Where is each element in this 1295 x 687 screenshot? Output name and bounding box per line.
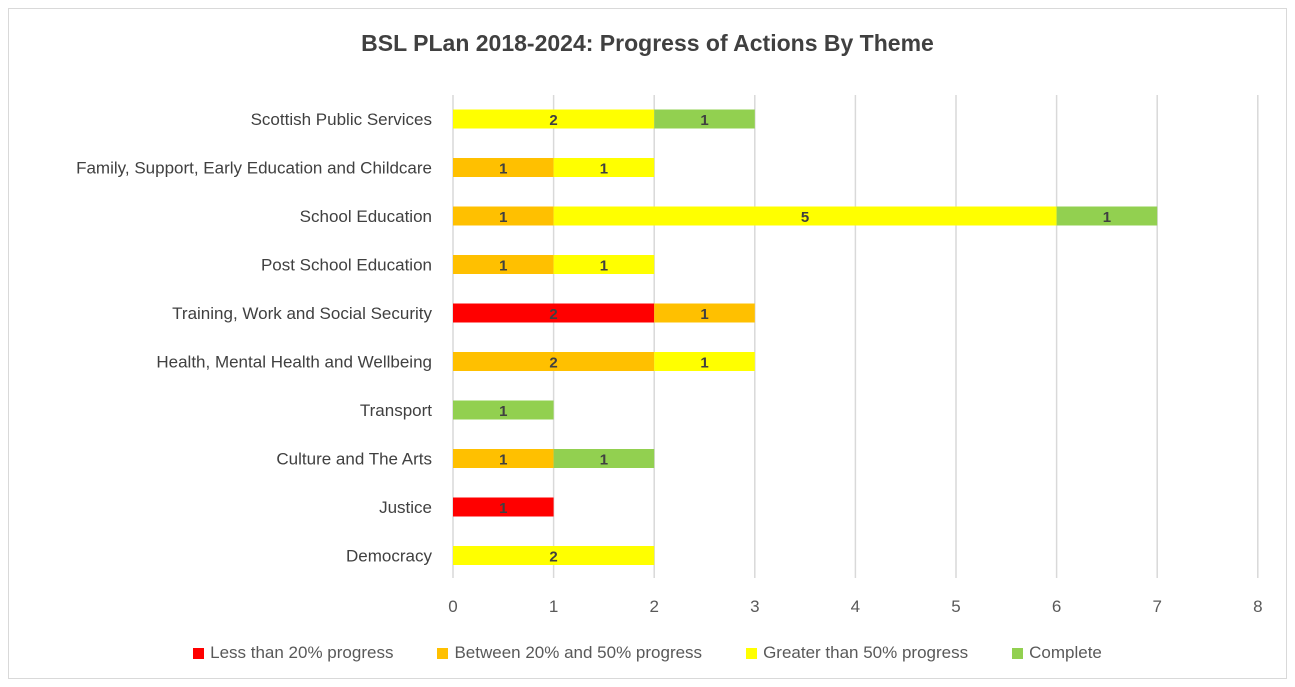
x-tick-label: 8: [1253, 597, 1262, 616]
legend: Less than 20% progress Between 20% and 50…: [0, 643, 1295, 663]
category-label: Justice: [379, 498, 432, 517]
bar-segment: [453, 303, 655, 323]
data-label: 1: [600, 452, 608, 469]
category-label: Family, Support, Early Education and Chi…: [76, 159, 432, 178]
bars: [453, 109, 1158, 565]
data-label: 1: [499, 500, 507, 517]
legend-swatch: [437, 647, 449, 659]
data-label: 2: [549, 112, 557, 129]
data-label: 2: [549, 355, 557, 372]
legend-swatch: [1012, 647, 1024, 659]
data-label: 1: [1103, 209, 1111, 226]
bar-segment: [553, 255, 655, 274]
legend-item: Greater than 50% progress: [746, 643, 968, 663]
legend-swatch: [193, 647, 205, 659]
bar-segment: [654, 109, 755, 129]
data-label: 1: [700, 355, 708, 372]
data-label: 2: [549, 549, 557, 566]
category-label: Post School Education: [261, 256, 432, 275]
category-label: Transport: [360, 401, 432, 420]
x-tick-label: 5: [951, 597, 960, 616]
data-label: 2: [549, 306, 557, 323]
legend-item: Less than 20% progress: [193, 643, 393, 663]
category-label: Health, Mental Health and Wellbeing: [156, 353, 432, 372]
category-label: Culture and The Arts: [276, 450, 432, 469]
bar-segment: [553, 158, 655, 177]
data-label: 1: [499, 403, 507, 420]
data-label: 1: [499, 452, 507, 469]
x-tick-label: 0: [448, 597, 457, 616]
bar-segment: [453, 546, 655, 565]
data-label: 5: [801, 209, 809, 226]
category-label: Democracy: [346, 547, 432, 566]
bar-segment: [453, 206, 554, 226]
legend-label: Complete: [1029, 643, 1102, 662]
bar-segment: [453, 400, 554, 420]
bar-segment: [654, 352, 755, 371]
category-label: School Education: [300, 207, 432, 226]
x-tick-label: 1: [549, 597, 558, 616]
data-label: 1: [499, 161, 507, 178]
data-labels: 2 1 1 1 1 5 1 1 1 2 1 2 1 1 1 1 1 2: [499, 112, 1111, 566]
x-tick-label: 7: [1152, 597, 1161, 616]
legend-item: Complete: [1012, 643, 1102, 663]
data-label: 1: [600, 161, 608, 178]
data-label: 1: [499, 258, 507, 275]
x-tick-label: 6: [1052, 597, 1061, 616]
category-label: Scottish Public Services: [251, 110, 432, 129]
bar-segment: [453, 109, 655, 129]
bar-segment: [553, 206, 1057, 226]
legend-label: Between 20% and 50% progress: [454, 643, 703, 662]
bar-segment: [453, 449, 554, 468]
bar-segment: [1056, 206, 1158, 226]
legend-swatch: [746, 647, 758, 659]
x-tick-label: 4: [851, 597, 860, 616]
chart-title: BSL PLan 2018-2024: Progress of Actions …: [361, 30, 934, 56]
bar-segment: [453, 255, 554, 274]
legend-label: Less than 20% progress: [210, 643, 394, 662]
bar-segment: [453, 497, 554, 517]
bar-segment: [553, 449, 655, 468]
category-label: Training, Work and Social Security: [172, 304, 432, 323]
x-tick-label: 3: [750, 597, 759, 616]
data-label: 1: [700, 306, 708, 323]
bar-segment: [453, 158, 554, 177]
data-label: 1: [499, 209, 507, 226]
x-tick-label: 2: [649, 597, 658, 616]
category-labels: Scottish Public Services Family, Support,…: [76, 110, 432, 566]
legend-item: Between 20% and 50% progress: [437, 643, 702, 663]
data-label: 1: [700, 112, 708, 129]
bar-segment: [453, 352, 655, 371]
data-label: 1: [600, 258, 608, 275]
x-tick-labels: 0 1 2 3 4 5 6 7 8: [448, 597, 1262, 616]
legend-label: Greater than 50% progress: [763, 643, 969, 662]
bar-segment: [654, 303, 755, 323]
